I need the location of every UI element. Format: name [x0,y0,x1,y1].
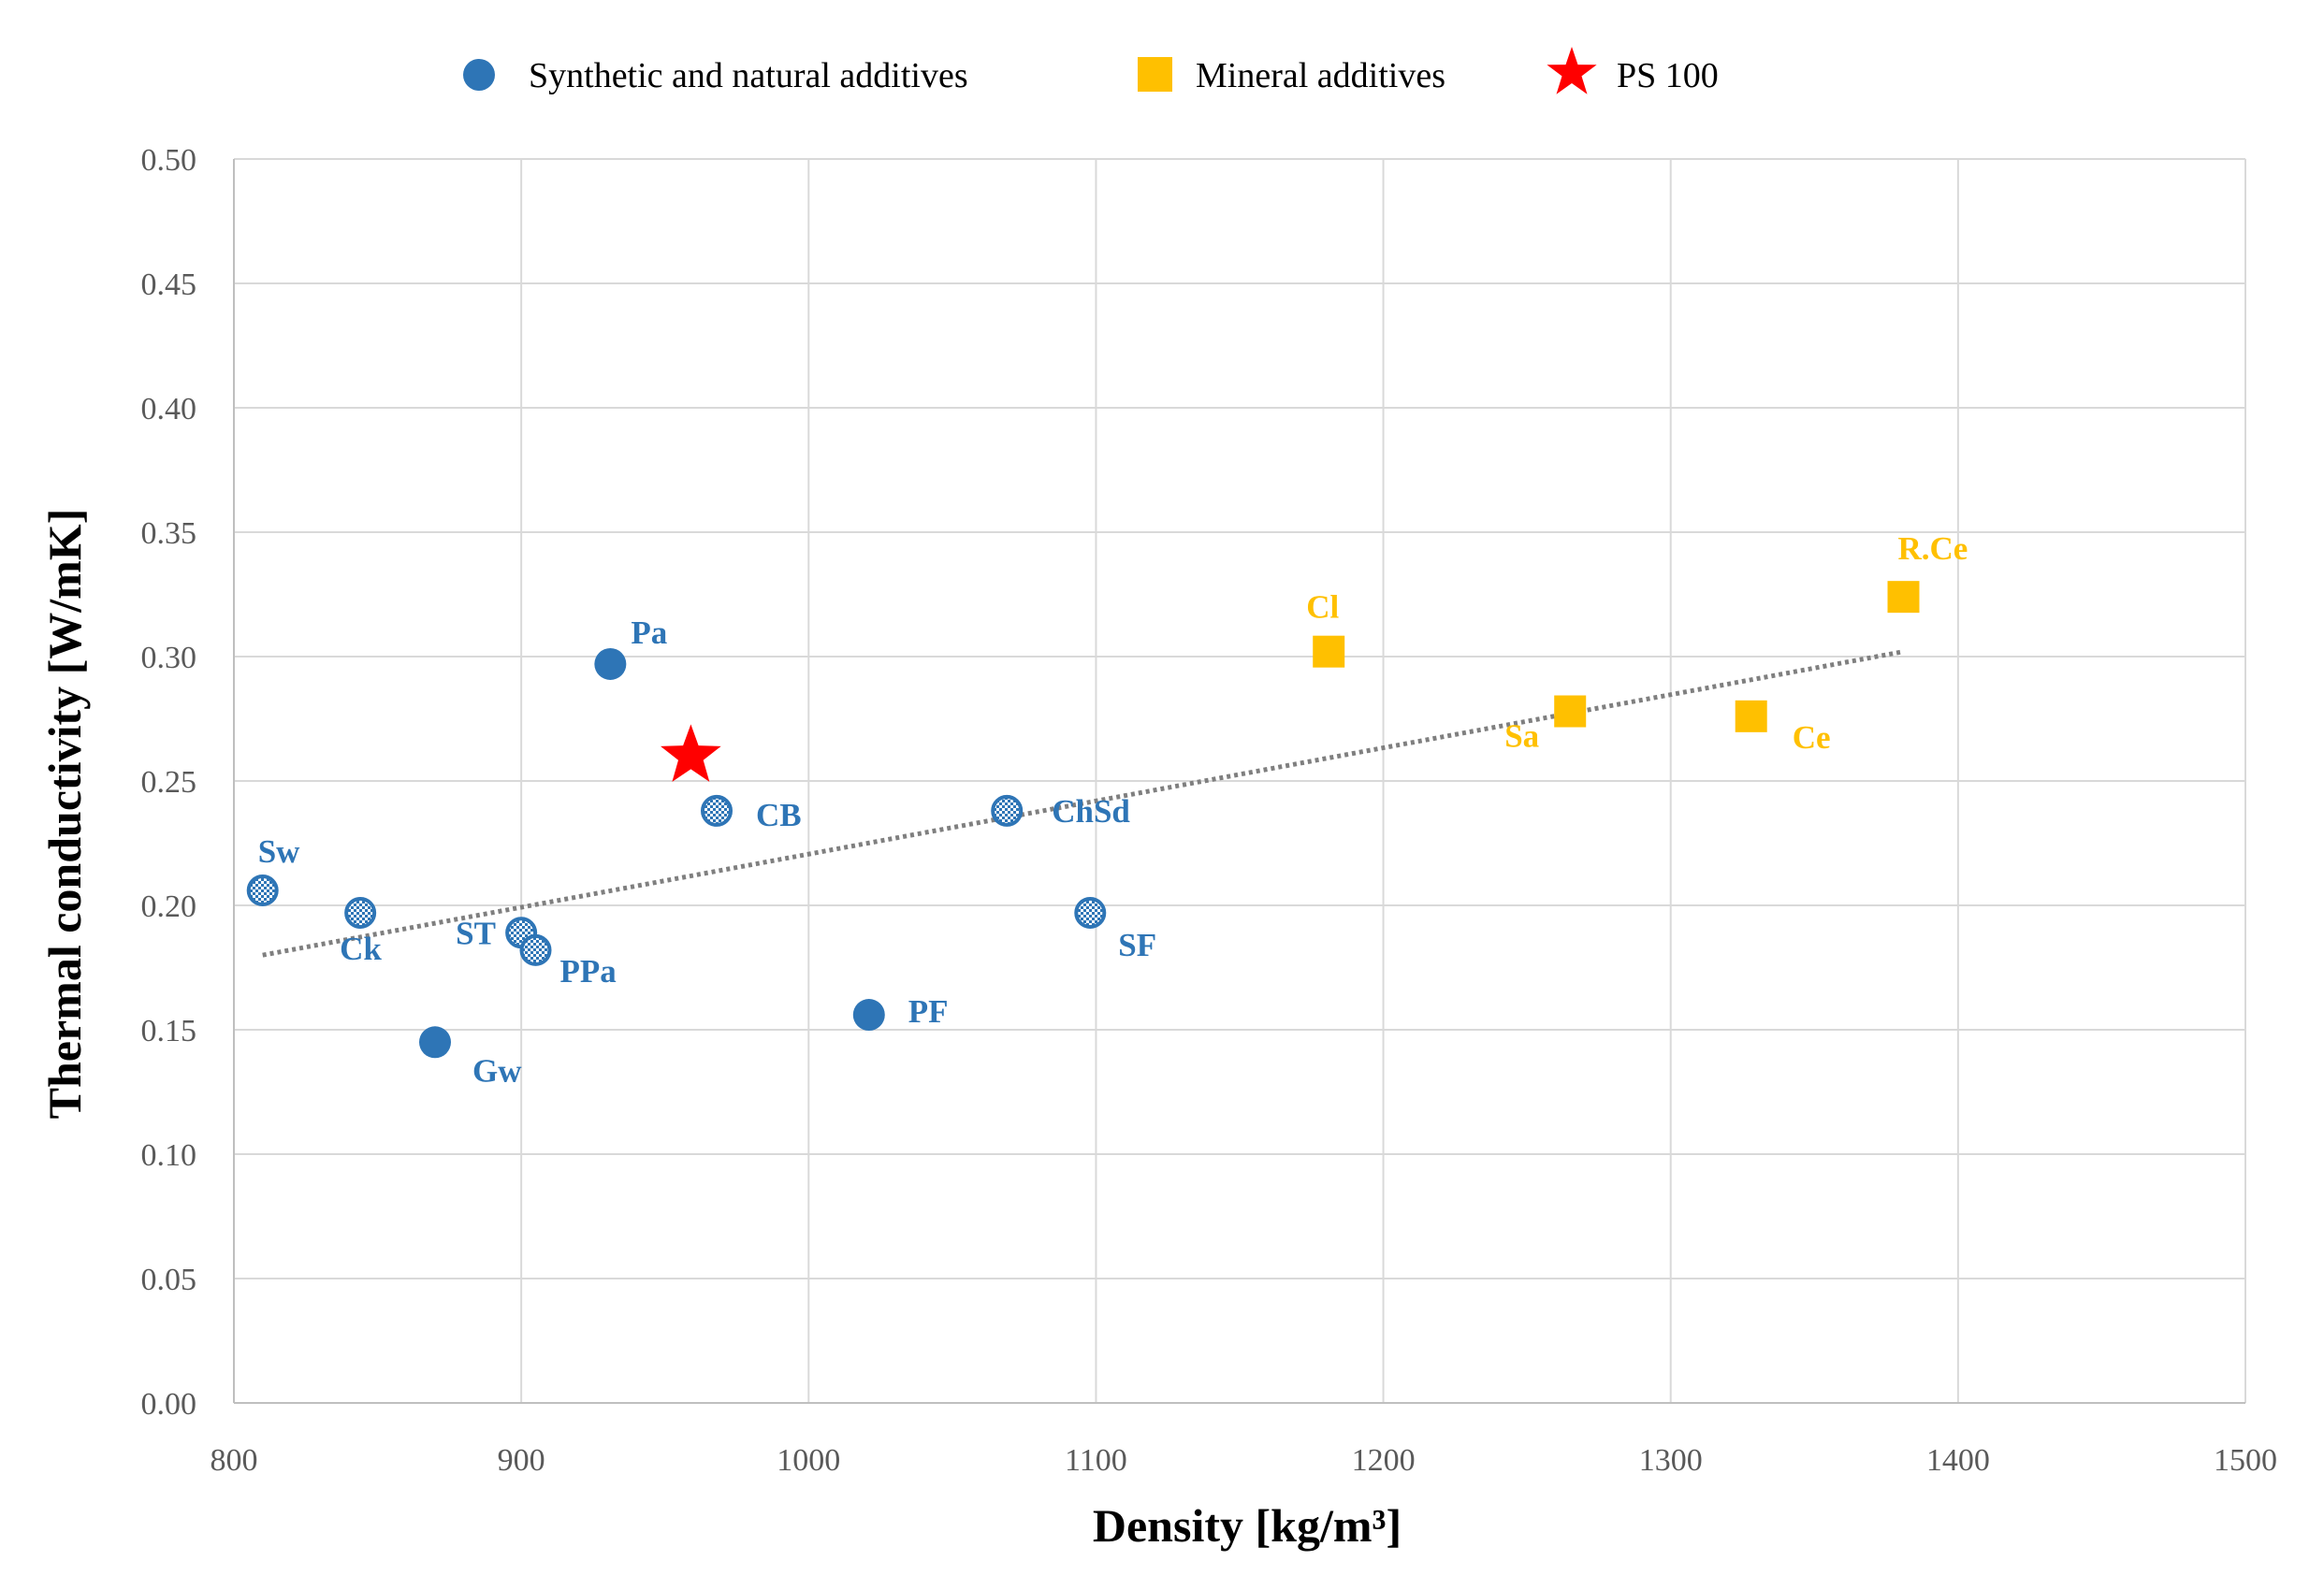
x-tick-label: 1500 [2214,1443,2277,1478]
label-gw: Gw [472,1052,522,1089]
label-sf: SF [1118,927,1156,963]
x-tick-label: 1100 [1065,1443,1127,1478]
label-sa: Sa [1504,718,1539,755]
point-chsd [991,794,1024,827]
label-pa: Pa [631,614,667,651]
legend-marker-ps100 [1547,47,1597,94]
point-ppa [519,933,552,966]
point-ce [1735,700,1767,732]
y-tick-label: 0.30 [141,641,197,675]
label-chsd: ChSd [1052,793,1130,830]
label-ck: Ck [340,931,382,967]
data-labels: Pa PF Gw Sw Ck ST PPa CB ChSd SF Cl Sa Ce R.Ce [258,530,1968,1089]
label-sw: Sw [258,833,300,870]
point-sw [246,874,279,907]
label-cl: Cl [1306,589,1339,626]
trendline-group [262,649,1904,958]
point-cl [1313,635,1345,668]
legend-label-synthetic: Synthetic and natural additives [529,56,968,95]
y-tick-label: 0.20 [141,889,197,924]
y-tick-label: 0.45 [141,267,197,302]
y-tick-label: 0.50 [141,143,197,178]
legend-label-mineral: Mineral additives [1196,56,1445,95]
label-ppa: PPa [560,953,617,990]
label-cb: CB [756,797,802,833]
label-r-ce: R.Ce [1898,530,1968,567]
x-axis-title: Density [kg/m³] [1093,1499,1402,1552]
label-ce: Ce [1793,719,1831,756]
y-tick-label: 0.35 [141,516,197,551]
y-tick-label: 0.40 [141,392,197,426]
point-cb [701,794,733,827]
x-tick-label: 1200 [1352,1443,1416,1478]
point-gw [419,1026,451,1059]
point-r-ce [1887,581,1920,614]
point-ps100 [661,724,721,782]
data-points [246,581,1920,1059]
y-tick-label: 0.25 [141,765,197,800]
point-ck [344,896,377,929]
legend-label-ps100: PS 100 [1617,56,1719,95]
y-axis-title: Thermal conductivity [W/mK] [38,509,91,1120]
point-pf [852,999,885,1032]
x-tick-label: 1400 [1926,1443,1990,1478]
point-pa [594,647,627,680]
grid [234,158,2246,1403]
legend: Synthetic and natural additives Mineral … [463,47,1719,95]
x-tick-label: 800 [211,1443,258,1478]
axes: 800 900 1000 1100 1200 1300 1400 1500 0.00 0.05 0.… [141,143,2278,1478]
x-tick-label: 1300 [1639,1443,1703,1478]
y-tick-label: 0.05 [141,1263,197,1297]
label-pf: PF [908,993,949,1030]
x-tick-label: 900 [498,1443,545,1478]
point-sf [1074,896,1107,929]
y-tick-label: 0.10 [141,1138,197,1173]
y-tick-label: 0.15 [141,1014,197,1048]
point-sa [1554,695,1587,728]
x-tick-label: 1000 [777,1443,840,1478]
legend-marker-mineral [1138,57,1172,92]
legend-marker-synthetic [463,59,495,91]
trendline [262,649,1904,958]
label-st: ST [456,915,496,951]
y-tick-label: 0.00 [141,1387,197,1422]
